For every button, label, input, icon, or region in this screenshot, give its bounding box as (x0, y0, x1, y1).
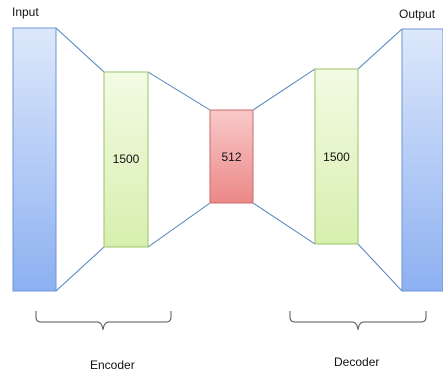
decoder-hidden-layer-block (314, 68, 359, 245)
encoder-label: Encoder (90, 358, 135, 372)
input-layer-block (12, 27, 57, 292)
output-layer-block (401, 28, 443, 292)
bottleneck-layer-block (209, 109, 254, 204)
connector-decoder-output-top (357, 28, 403, 70)
connector-decoder-output-bottom (357, 243, 403, 292)
decoder-label: Decoder (334, 355, 380, 369)
encoder-hidden-layer-block (103, 71, 149, 248)
decoder-hidden-size: 1500 (323, 150, 350, 164)
connector-encoder-bottleneck-top (147, 71, 211, 111)
output-label: Output (399, 7, 436, 21)
connector-input-encoder-bottom (55, 246, 105, 292)
encoder-brace (35, 311, 172, 331)
decoder-brace (289, 311, 427, 331)
input-label: Input (12, 5, 39, 19)
connector-bottleneck-decoder-top (252, 68, 316, 111)
bottleneck-size: 512 (221, 150, 242, 164)
connector-bottleneck-decoder-bottom (252, 202, 316, 245)
connector-input-encoder-top (55, 27, 105, 73)
connector-encoder-bottleneck-bottom (147, 202, 211, 248)
encoder-hidden-size: 1500 (112, 152, 140, 166)
connector-lines (55, 27, 403, 292)
